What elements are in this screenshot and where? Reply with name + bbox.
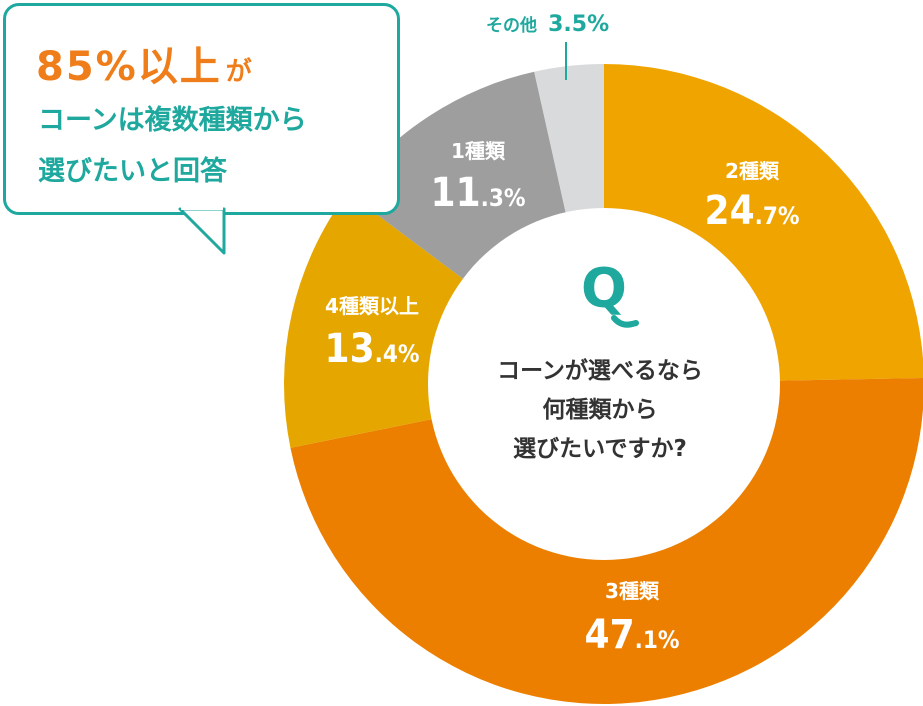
slice-category-label: 4種類以上 [325,294,419,318]
slice-value-label: 11.3% [431,170,526,216]
callout-line-2: 選びたいと回答 [38,156,227,187]
donut-hole [428,208,780,560]
slice-labels: 2種類 24.7% 3種類 47.1% 4種類以上 13.4% 1種類 11.3% [325,139,800,658]
callout-headline: 85%以上が [36,34,252,92]
center-question-line-2: 何種類から [543,397,658,423]
center-question-line-3: 選びたいですか? [513,436,687,462]
slice-value-label: 47.1% [585,612,680,658]
callout-tail [178,204,226,255]
q-mark: Q [581,257,627,320]
callout-headline-suffix: が [225,57,252,87]
other-value: 3.5% [548,12,609,37]
callout-line-1: コーンは複数種類から [38,105,307,136]
slice-category-label: 2種類 [725,159,780,183]
slice-value-label: 24.7% [705,188,800,234]
callout-bubble: 85%以上が コーンは複数種類から 選びたいと回答 [3,3,400,215]
slice-category-label: 3種類 [605,579,660,603]
callout-headline-value: 85%以上 [36,44,222,90]
other-category: その他 [486,15,537,36]
center-question-line-1: コーンが選べるなら [497,357,703,384]
other-label: その他 3.5% [486,12,609,37]
slice-value-label: 13.4% [325,326,420,372]
q-tail-icon [611,315,639,328]
slice-category-label: 1種類 [451,139,506,163]
